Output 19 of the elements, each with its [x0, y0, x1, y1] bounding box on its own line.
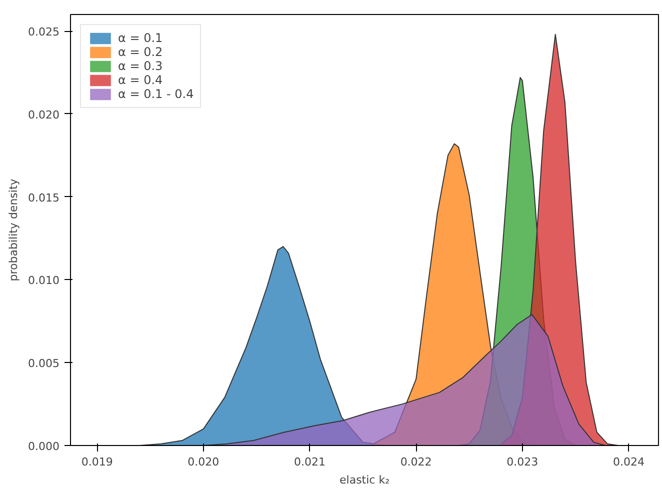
legend-label: α = 0.4: [118, 73, 163, 87]
x-tick-label: 0.024: [612, 456, 644, 468]
y-tick-label: 0.000: [28, 440, 60, 453]
x-tick-label: 0.023: [506, 456, 538, 468]
x-axis-title: elastic k₂: [340, 474, 390, 486]
x-tick-label: 0.020: [188, 456, 220, 468]
x-tick-label: 0.019: [81, 456, 113, 468]
legend-label: α = 0.1: [118, 31, 163, 45]
x-tick-label: 0.022: [400, 456, 432, 468]
y-tick-label: 0.025: [28, 26, 60, 39]
x-tick-label: 0.021: [294, 456, 326, 468]
legend-label: α = 0.1 - 0.4: [118, 87, 194, 101]
y-axis-title: probability density: [7, 178, 20, 282]
y-tick-label: 0.020: [28, 108, 60, 122]
y-tick-label: 0.015: [28, 191, 60, 204]
y-tick-label: 0.005: [28, 357, 60, 370]
y-tick-label: 0.010: [28, 274, 60, 288]
legend-label: α = 0.3: [118, 59, 163, 73]
legend-label: α = 0.2: [118, 45, 163, 59]
